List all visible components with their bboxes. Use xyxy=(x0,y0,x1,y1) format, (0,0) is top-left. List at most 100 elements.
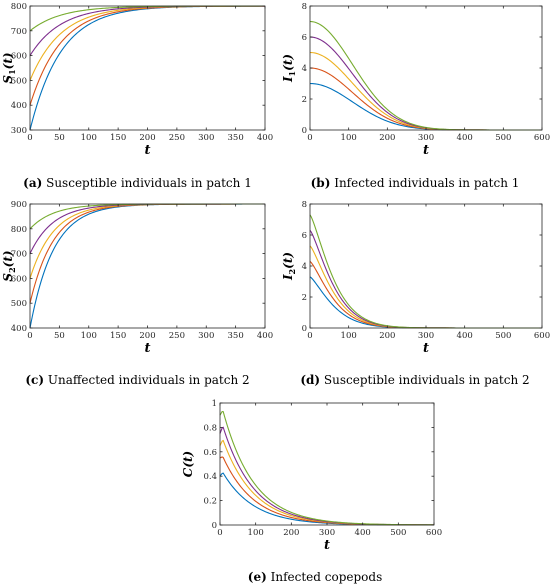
panel-letter: (a) xyxy=(23,176,43,190)
x-tick-label: 0 xyxy=(217,528,222,538)
y-tick-label: 600 xyxy=(11,52,27,62)
caption-text: Unaffected individuals in patch 2 xyxy=(47,373,250,387)
caption-text: Susceptible individuals in patch 2 xyxy=(323,373,530,387)
y-axis-label: S1(t) xyxy=(1,52,17,83)
x-tick-label: 100 xyxy=(81,331,97,341)
y-tick-label: 400 xyxy=(11,324,27,334)
y-axis-label: S2(t) xyxy=(1,250,17,281)
x-tick-label: 100 xyxy=(341,331,357,341)
x-tick-label: 50 xyxy=(54,133,65,143)
x-tick-label: 200 xyxy=(379,331,395,341)
y-label-argument: (t) xyxy=(1,250,15,267)
y-tick-label: 6 xyxy=(302,33,307,43)
y-tick-label: 400 xyxy=(11,101,27,111)
caption-text: Susceptible individuals in patch 1 xyxy=(46,176,252,190)
x-tick-label: 200 xyxy=(139,331,155,341)
y-tick-label: 300 xyxy=(11,126,27,136)
y-tick-label: 8 xyxy=(302,200,307,210)
y-tick-label: 800 xyxy=(11,225,27,235)
y-tick-label: 8 xyxy=(302,2,307,12)
plot-area xyxy=(310,6,542,130)
x-tick-label: 0 xyxy=(27,133,32,143)
x-tick-label: 500 xyxy=(495,133,511,143)
x-tick-label: 250 xyxy=(169,331,185,341)
y-axis-label: C(t) xyxy=(181,451,195,477)
x-tick-label: 0 xyxy=(307,331,312,341)
caption-e: (e) Infected copepods xyxy=(180,570,450,584)
x-axis-label: t xyxy=(324,538,330,553)
y-label-argument: (t) xyxy=(281,54,295,71)
x-tick-label: 100 xyxy=(341,133,357,143)
x-tick-label: 0 xyxy=(27,331,32,341)
y-tick-label: 0.2 xyxy=(203,497,217,507)
chart-svg: 0 50 100 150 200 250 300 350 400 400 500 600 700 800 9… xyxy=(1,200,273,356)
y-tick-label: 0 xyxy=(302,324,307,334)
x-axis-label: t xyxy=(144,143,150,158)
x-tick-label: 50 xyxy=(54,331,65,341)
y-tick-label: 900 xyxy=(11,200,27,210)
y-label-subscript: 2 xyxy=(287,269,297,275)
plot-area xyxy=(30,6,265,130)
x-tick-label: 350 xyxy=(228,133,244,143)
x-tick-label: 400 xyxy=(457,331,473,341)
x-tick-label: 0 xyxy=(307,133,312,143)
y-label-variable: C xyxy=(181,467,195,477)
x-axis-label: t xyxy=(144,341,150,356)
x-tick-label: 300 xyxy=(418,133,434,143)
x-tick-label: 600 xyxy=(534,133,550,143)
x-tick-label: 300 xyxy=(418,331,434,341)
y-tick-label: 600 xyxy=(11,274,27,284)
y-tick-label: 700 xyxy=(11,27,27,37)
chart-susceptible-patch-1: 0 50 100 150 200 250 300 350 400 300 400 500 600 700 8… xyxy=(0,0,275,172)
chart-svg: 0 50 100 150 200 250 300 350 400 300 400 500 600 700 8… xyxy=(1,2,273,158)
plot-area xyxy=(310,204,542,328)
x-tick-label: 300 xyxy=(319,528,335,538)
y-tick-label: 4 xyxy=(302,64,307,74)
y-tick-label: 1 xyxy=(212,399,217,409)
chart-svg: 0 100 200 300 400 500 600 0 0.2 0.4 0.6 0.8 1 t C(t) xyxy=(181,399,442,553)
chart-susceptible-patch-2: 0 100 200 300 400 500 600 0 2 4 6 8 t I2(t) xyxy=(280,198,550,370)
y-tick-label: 6 xyxy=(302,231,307,241)
x-tick-label: 150 xyxy=(110,133,126,143)
y-label-argument: (t) xyxy=(181,451,195,468)
x-tick-label: 500 xyxy=(495,331,511,341)
y-label-subscript: 2 xyxy=(7,267,17,273)
y-label-argument: (t) xyxy=(281,252,295,269)
y-label-variable: I xyxy=(281,274,295,281)
y-label-variable: S xyxy=(1,273,15,282)
x-tick-label: 400 xyxy=(355,528,371,538)
caption-a: (a) Susceptible individuals in patch 1 xyxy=(0,176,275,190)
chart-svg: 0 100 200 300 400 500 600 0 2 4 6 8 t I1(t) xyxy=(281,2,550,158)
caption-text: Infected individuals in patch 1 xyxy=(334,176,520,190)
x-axis-label: t xyxy=(423,143,429,158)
x-tick-label: 350 xyxy=(228,331,244,341)
y-label-argument: (t) xyxy=(1,52,15,69)
y-tick-label: 0 xyxy=(302,126,307,136)
caption-b: (b) Infected individuals in patch 1 xyxy=(280,176,550,190)
chart-unaffected-patch-2: 0 50 100 150 200 250 300 350 400 400 500 600 700 800 9… xyxy=(0,198,275,370)
caption-d: (d) Susceptible individuals in patch 2 xyxy=(280,373,550,387)
chart-infected-patch-1: 0 100 200 300 400 500 600 0 2 4 6 8 t I1(t) xyxy=(280,0,550,172)
x-axis-label: t xyxy=(423,341,429,356)
x-tick-label: 200 xyxy=(139,133,155,143)
y-tick-label: 2 xyxy=(302,293,307,303)
caption-text: Infected copepods xyxy=(270,570,383,584)
y-tick-label: 700 xyxy=(11,250,27,260)
panel-letter: (d) xyxy=(300,373,321,387)
y-tick-label: 0 xyxy=(212,521,217,531)
chart-infected-copepods: 0 100 200 300 400 500 600 0 0.2 0.4 0.6 0.8 1 t C(t) xyxy=(180,395,450,567)
x-tick-label: 150 xyxy=(110,331,126,341)
x-tick-label: 400 xyxy=(257,331,273,341)
x-tick-label: 500 xyxy=(390,528,406,538)
panel-letter: (b) xyxy=(310,176,331,190)
x-tick-label: 200 xyxy=(379,133,395,143)
x-tick-label: 300 xyxy=(198,331,214,341)
caption-c: (c) Unaffected individuals in patch 2 xyxy=(0,373,275,387)
y-label-subscript: 1 xyxy=(7,69,17,75)
x-tick-label: 200 xyxy=(283,528,299,538)
x-tick-label: 250 xyxy=(169,133,185,143)
x-tick-label: 600 xyxy=(426,528,442,538)
y-tick-label: 0.8 xyxy=(203,423,217,433)
y-axis-label: I1(t) xyxy=(281,54,297,83)
